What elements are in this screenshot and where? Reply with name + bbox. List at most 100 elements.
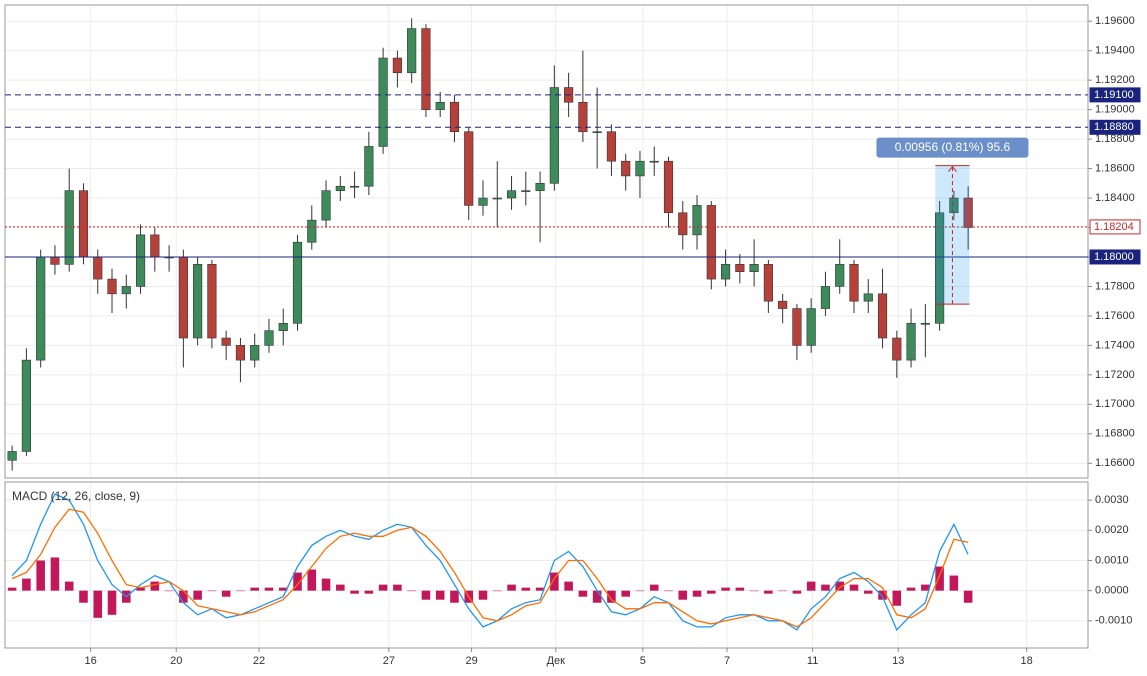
histogram-bar [721, 587, 730, 591]
x-tick-label: Дек [547, 655, 566, 667]
histogram-bar [535, 587, 545, 591]
y-tick-label: 1.17200 [1095, 369, 1135, 381]
histogram-bar [450, 590, 459, 603]
histogram-bar [150, 581, 160, 591]
candle-body [735, 264, 745, 273]
candle-body [492, 197, 502, 200]
histogram-bar [336, 584, 345, 591]
candle-body [221, 337, 231, 346]
candle-body [421, 28, 431, 110]
candle-body [549, 87, 559, 184]
x-tick-label: 27 [383, 655, 395, 667]
price-level-box [1089, 119, 1141, 135]
histogram-bar [435, 590, 445, 600]
x-tick-label: 29 [465, 655, 477, 667]
histogram-bar [478, 590, 488, 600]
y-tick-label: 1.16800 [1095, 428, 1135, 440]
histogram-bar [835, 581, 845, 591]
candle-body [378, 57, 388, 147]
histogram-bar [578, 590, 588, 597]
measure-label: 0.00956 (0.81%) 95.6 [895, 140, 1011, 154]
candle-body [521, 190, 531, 192]
candle-body [392, 57, 402, 74]
y-tick-label: 1.17000 [1095, 398, 1135, 410]
candle-body [649, 160, 659, 163]
histogram-bar [906, 587, 916, 591]
histogram-bar [935, 566, 944, 591]
histogram-bar [692, 590, 702, 597]
histogram-bar [878, 590, 887, 600]
candle-body [464, 131, 474, 206]
candle-body [235, 345, 246, 361]
histogram-bar [321, 578, 331, 591]
candle-body [107, 278, 117, 295]
histogram-bar [749, 590, 759, 592]
candle-body [621, 160, 631, 177]
histogram-bar [50, 557, 60, 591]
histogram-bar [592, 590, 602, 603]
histogram-bar [849, 584, 859, 591]
candle-body [335, 185, 345, 191]
candle-body [64, 190, 74, 265]
candle-body [264, 330, 274, 346]
x-tick-label: 7 [724, 655, 730, 667]
histogram-bar [664, 590, 673, 592]
histogram-bar [778, 590, 787, 592]
x-tick-label: 16 [84, 655, 96, 667]
candle-body [364, 146, 374, 187]
y-tick-label: 1.16600 [1095, 457, 1135, 469]
histogram-bar [264, 587, 274, 591]
candle-body [7, 451, 17, 461]
candle-body [21, 359, 31, 452]
y-tick-label: 1.19400 [1095, 45, 1135, 57]
candle-body [435, 101, 445, 110]
candle-body [963, 197, 973, 228]
candle-body [849, 264, 859, 302]
candle-body [535, 182, 545, 191]
price-level-box [1089, 87, 1141, 103]
candle-body [578, 101, 588, 133]
y-tick-label: 0.0030 [1095, 494, 1129, 506]
candle-body [749, 264, 759, 273]
candle-body [806, 308, 816, 346]
histogram-bar [407, 590, 416, 592]
histogram-bar [7, 587, 17, 591]
histogram-bar [350, 590, 359, 594]
histogram-bar [378, 584, 388, 591]
candle-body [321, 190, 331, 221]
macd-line [11, 508, 969, 628]
candle-body [506, 190, 517, 199]
y-tick-label: 0.0000 [1095, 585, 1129, 597]
histogram-bar [236, 590, 245, 592]
histogram-bar [393, 584, 402, 591]
histogram-bar [735, 587, 745, 591]
candle-body [792, 308, 802, 346]
y-tick-label: 1.17400 [1095, 339, 1135, 351]
candle-body [278, 322, 288, 331]
candle-body [606, 131, 617, 162]
price-level-label: 1.18000 [1094, 251, 1134, 263]
y-tick-label: 0.0020 [1095, 524, 1129, 536]
candle-body [863, 293, 873, 302]
candle-body [820, 286, 831, 309]
pane-border [4, 481, 1089, 649]
histogram-bar [806, 581, 816, 591]
candle-body [36, 256, 46, 361]
x-tick-label: 13 [892, 655, 904, 667]
price-level-label: 1.19100 [1094, 89, 1134, 101]
price-level-box [1089, 249, 1141, 265]
histogram-bar [421, 590, 431, 600]
candle-body [93, 256, 103, 280]
candle-body [207, 264, 217, 339]
x-tick-label: 22 [253, 655, 265, 667]
histogram-bar [678, 590, 688, 600]
candle-body [178, 256, 188, 339]
y-tick-label: 1.19000 [1095, 104, 1135, 116]
histogram-bar [821, 584, 830, 591]
histogram-bar [107, 590, 117, 615]
histogram-bar [892, 590, 902, 606]
candle-body [193, 264, 203, 339]
candle-body [678, 212, 688, 236]
x-tick-label: 18 [1021, 655, 1033, 667]
histogram-bar [179, 590, 188, 603]
